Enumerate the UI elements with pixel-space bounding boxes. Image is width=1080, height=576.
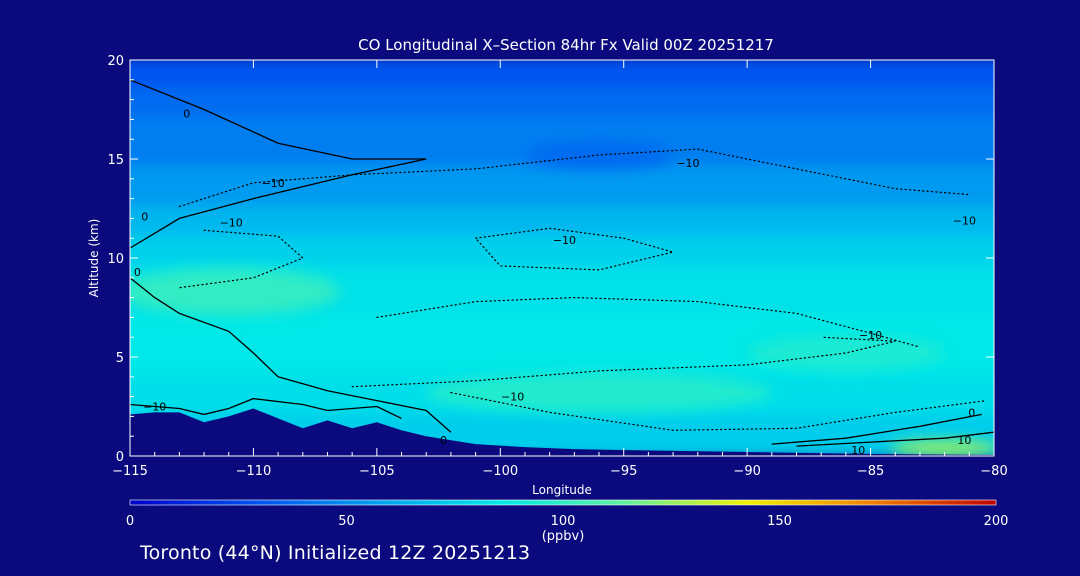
- x-tick-label: −80: [980, 464, 1007, 479]
- chart-title: CO Longitudinal X–Section 84hr Fx Valid …: [358, 36, 774, 54]
- colorbar-ramp: [129, 499, 997, 506]
- contour-label: −10: [501, 391, 524, 404]
- colorbar-tick-label: 50: [338, 514, 355, 529]
- contour-line: [376, 296, 921, 348]
- contour-line: [351, 336, 896, 388]
- contour-labels: 0 −10 0 −10 −10 −10 −10 0 −10 −10 −10 0 10 0 10: [134, 107, 976, 457]
- contour-line: [178, 229, 304, 289]
- contour-line: [130, 397, 402, 419]
- colorbar-tick-label: 150: [767, 514, 792, 529]
- y-tick-label: 10: [107, 252, 124, 267]
- contour-label: 0: [968, 406, 975, 419]
- x-tick-label: −95: [610, 464, 637, 479]
- y-tick-label: 5: [116, 351, 124, 366]
- concentration-patches: [130, 141, 994, 456]
- y-axis-label: Altitude (km): [87, 219, 101, 298]
- y-tick-label: 0: [116, 450, 124, 465]
- contour-label: 10: [957, 434, 971, 447]
- concentration-patch: [130, 267, 340, 316]
- contour-label: 0: [141, 210, 148, 223]
- x-tick-label: −85: [857, 464, 884, 479]
- colorbar: 0 50 100 150 200 (ppbv): [126, 499, 1009, 544]
- contour-label: −10: [859, 329, 882, 342]
- terrain-mask: [130, 408, 994, 456]
- contour-lines: [130, 79, 994, 447]
- x-tick-label: −90: [733, 464, 760, 479]
- colorbar-tick-label: 0: [126, 514, 134, 529]
- contour-label: −10: [953, 214, 976, 227]
- x-tick-label: −115: [112, 464, 148, 479]
- contour-label: −10: [553, 234, 576, 247]
- contour-line: [771, 413, 982, 445]
- contour-line: [796, 431, 994, 447]
- contour-label: 10: [851, 444, 865, 457]
- contour-label: −10: [220, 216, 243, 229]
- contour-line: [130, 277, 452, 433]
- contour-line: [178, 148, 970, 208]
- contour-label: 0: [183, 107, 190, 120]
- x-tick-label: −105: [359, 464, 395, 479]
- x-axis-label: Longitude: [532, 483, 592, 497]
- contour-label: −10: [262, 177, 285, 190]
- y-axis: 0 5 10 15 20: [107, 54, 994, 465]
- x-axis: −115 −110 −105 −100 −95 −90 −85 −80: [112, 60, 1008, 479]
- concentration-patch: [426, 372, 772, 413]
- colorbar-tick-label: 200: [984, 514, 1009, 529]
- concentration-band: [130, 165, 994, 212]
- contour-label: −10: [676, 157, 699, 170]
- y-tick-label: 20: [107, 54, 124, 69]
- x-tick-label: −100: [482, 464, 518, 479]
- contour-label: −10: [143, 401, 166, 414]
- concentration-patch: [747, 335, 945, 371]
- y-tick-label: 15: [107, 153, 124, 168]
- contour-label: 0: [440, 434, 447, 447]
- colorbar-tick-label: 100: [551, 514, 576, 529]
- contour-line: [450, 392, 988, 431]
- plot-area: 0 −10 0 −10 −10 −10 −10 0 −10 −10 −10 0 10 0 10: [130, 60, 994, 457]
- contour-label: 0: [134, 266, 141, 279]
- concentration-patch: [524, 141, 674, 169]
- run-info-footer: Toronto (44°N) Initialized 12Z 20251213: [140, 542, 531, 564]
- contour-line: [475, 227, 676, 271]
- colorbar-unit-label: (ppbv): [542, 529, 585, 544]
- x-tick-label: −110: [236, 464, 272, 479]
- colorbar-ticks: 0 50 100 150 200: [126, 514, 1009, 529]
- concentration-patch: [890, 440, 994, 456]
- contour-line: [130, 79, 427, 249]
